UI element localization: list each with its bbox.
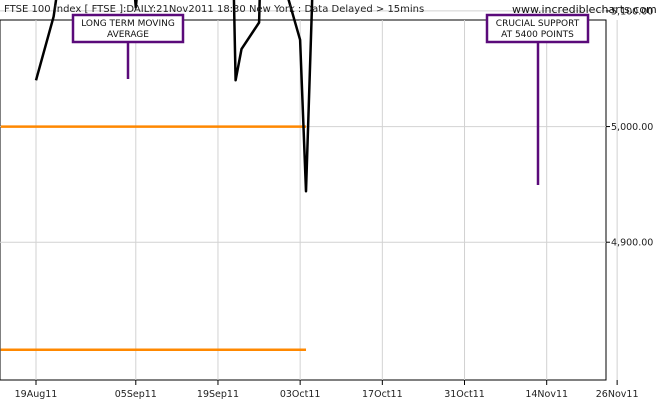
- moving-average-text: LONG TERM MOVING: [81, 19, 175, 29]
- moving-average-box: [71, 13, 185, 44]
- x-axis-ticks: 19Aug11 05Sep11 19Sep11 03Oct11 17Oct11 31Oct…: [15, 380, 639, 400]
- x-tick-label: 19Aug11: [15, 389, 58, 400]
- crucial-support-box: [485, 13, 590, 44]
- x-tick-label: 05Sep11: [115, 389, 157, 400]
- y-tick-label: 5,000.00: [611, 122, 653, 133]
- crucial-support-text: CRUCIAL SUPPORT: [496, 19, 580, 29]
- x-tick-label: 03Oct11: [280, 389, 321, 400]
- x-tick-label: 26Nov11: [596, 389, 639, 400]
- x-tick-label: 19Sep11: [197, 389, 239, 400]
- x-tick-label: 17Oct11: [362, 389, 403, 400]
- x-tick-label: 14Nov11: [525, 389, 568, 400]
- y-tick-label: 4,900.00: [611, 238, 653, 249]
- crucial-support-text: AT 5400 POINTS: [501, 30, 574, 40]
- trendlines: [0, 125, 307, 352]
- watermark: www.incrediblecharts.com: [512, 3, 657, 16]
- plot-area: [0, 19, 607, 381]
- x-tick-label: 31Oct11: [444, 389, 485, 400]
- y-tick-label: 5,100.00: [611, 6, 653, 17]
- moving-average-text: AVERAGE: [107, 30, 149, 40]
- chart-title: FTSE 100 Index [ FTSE ]:DAILY:21Nov2011 …: [4, 4, 424, 15]
- y-axis-ticks: 4,900.005,000.005,100.005,200.005,300.00…: [606, 6, 653, 249]
